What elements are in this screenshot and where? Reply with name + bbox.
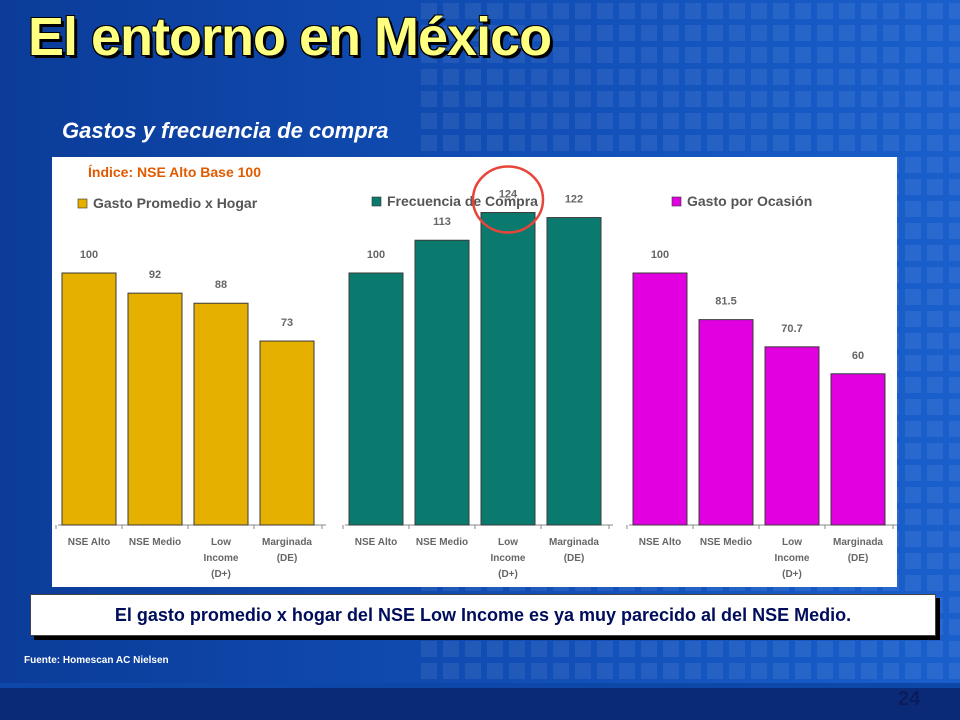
category-label: Marginada — [833, 537, 883, 548]
category-label: (DE) — [564, 553, 585, 564]
chart-panel: Índice: NSE Alto Base 100 Gasto Promedio… — [52, 157, 897, 587]
legend-swatch — [371, 196, 382, 207]
legend-swatch — [77, 198, 88, 209]
bar — [348, 272, 404, 526]
category-label: (D+) — [211, 569, 231, 580]
category-label: NSE Alto — [639, 537, 681, 548]
data-label: 70.7 — [781, 323, 802, 335]
data-label: 100 — [80, 249, 98, 261]
category-label: NSE Medio — [129, 537, 181, 548]
data-label: 81.5 — [715, 296, 736, 308]
bar — [127, 292, 183, 526]
category-label: (DE) — [277, 553, 298, 564]
slide-title: El entorno en México — [28, 7, 552, 67]
data-label: 100 — [367, 249, 385, 261]
category-label: NSE Medio — [416, 537, 468, 548]
category-label: NSE Medio — [700, 537, 752, 548]
legend-label: Frecuencia de Compra — [387, 193, 538, 209]
charts-svg: Índice: NSE Alto Base 100 Gasto Promedio… — [55, 164, 897, 580]
data-label: 100 — [651, 249, 669, 261]
category-label: Income — [774, 553, 809, 564]
bar — [259, 340, 315, 526]
category-label: NSE Alto — [355, 537, 397, 548]
bar — [830, 373, 886, 526]
data-label: 92 — [149, 269, 161, 281]
data-label: 122 — [565, 194, 583, 206]
bar — [414, 239, 470, 526]
bar — [698, 319, 754, 526]
category-label: NSE Alto — [68, 537, 110, 548]
bar — [764, 346, 820, 526]
bar — [193, 302, 249, 526]
legend-label: Gasto Promedio x Hogar — [93, 195, 258, 211]
bar — [546, 217, 602, 526]
data-label: 88 — [215, 279, 227, 291]
legend-swatch — [671, 196, 682, 207]
category-label: (D+) — [498, 569, 518, 580]
category-label: (DE) — [848, 553, 869, 564]
category-label: Marginada — [262, 537, 312, 548]
data-label: 60 — [852, 350, 864, 362]
page-number: 24 — [898, 688, 921, 710]
category-label: (D+) — [782, 569, 802, 580]
category-label: Marginada — [549, 537, 599, 548]
category-label: Income — [203, 553, 238, 564]
legend-label: Gasto por Ocasión — [687, 193, 812, 209]
highlight-circle — [471, 165, 545, 234]
conclusion-banner: El gasto promedio x hogar del NSE Low In… — [30, 594, 936, 636]
category-label: Low — [782, 537, 802, 548]
bar — [61, 272, 117, 526]
bar — [632, 272, 688, 526]
data-label: 73 — [281, 317, 293, 329]
data-label: 113 — [433, 216, 451, 228]
category-label: Income — [490, 553, 525, 564]
bar — [480, 212, 536, 526]
data-label: 124 — [499, 189, 518, 201]
slide-subtitle: Gastos y frecuencia de compra — [62, 118, 389, 143]
category-label: Low — [498, 537, 518, 548]
source-note: Fuente: Homescan AC Nielsen — [24, 655, 169, 666]
index-note: Índice: NSE Alto Base 100 — [88, 164, 261, 180]
category-label: Low — [211, 537, 231, 548]
